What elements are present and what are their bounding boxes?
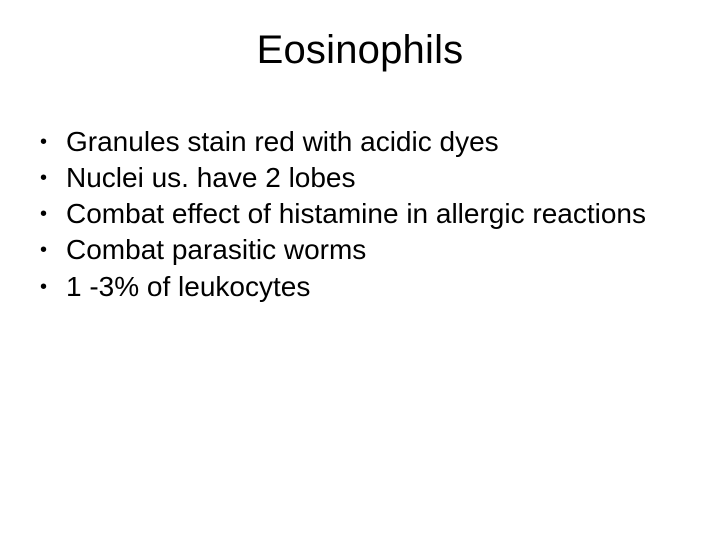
- slide: Eosinophils Granules stain red with acid…: [0, 0, 720, 540]
- list-item: Nuclei us. have 2 lobes: [36, 161, 690, 195]
- slide-title: Eosinophils: [30, 28, 690, 73]
- list-item: Granules stain red with acidic dyes: [36, 125, 690, 159]
- list-item: Combat effect of histamine in allergic r…: [36, 197, 690, 231]
- list-item: 1 -3% of leukocytes: [36, 270, 690, 304]
- bullet-list: Granules stain red with acidic dyes Nucl…: [30, 125, 690, 304]
- list-item: Combat parasitic worms: [36, 233, 690, 267]
